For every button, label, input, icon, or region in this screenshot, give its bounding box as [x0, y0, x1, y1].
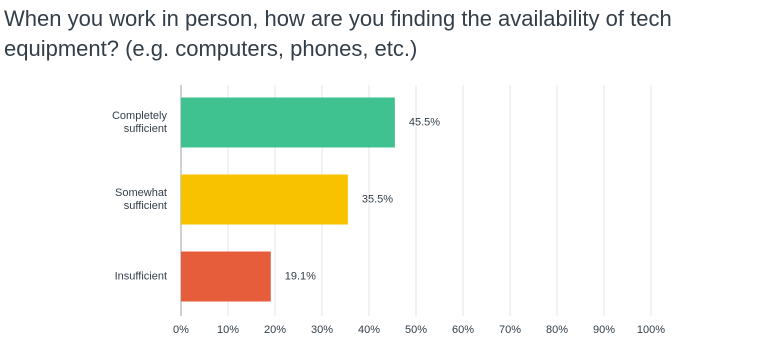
x-tick-label: 90% — [593, 324, 615, 336]
chart-title: When you work in person, how are you fin… — [4, 6, 672, 61]
value-label: 19.1% — [285, 270, 316, 282]
x-tick-label: 80% — [546, 324, 568, 336]
value-label: 35.5% — [362, 193, 393, 205]
x-tick-label: 10% — [217, 324, 239, 336]
x-tick-label: 100% — [637, 324, 665, 336]
bar — [181, 174, 348, 225]
x-tick-label: 70% — [499, 324, 521, 336]
bar — [181, 251, 271, 302]
bar — [181, 97, 395, 148]
x-tick-label: 30% — [311, 324, 333, 336]
x-tick-label: 40% — [358, 324, 380, 336]
y-tick-label: Somewhat sufficient — [115, 186, 167, 212]
y-tick-label: Completely sufficient — [111, 109, 167, 135]
x-tick-label: 0% — [173, 324, 189, 336]
x-tick-label: 20% — [264, 324, 286, 336]
value-label: 45.5% — [409, 116, 440, 128]
x-tick-label: 50% — [405, 324, 427, 336]
y-tick-label: Insufficient — [114, 270, 167, 282]
x-tick-label: 60% — [452, 324, 474, 336]
